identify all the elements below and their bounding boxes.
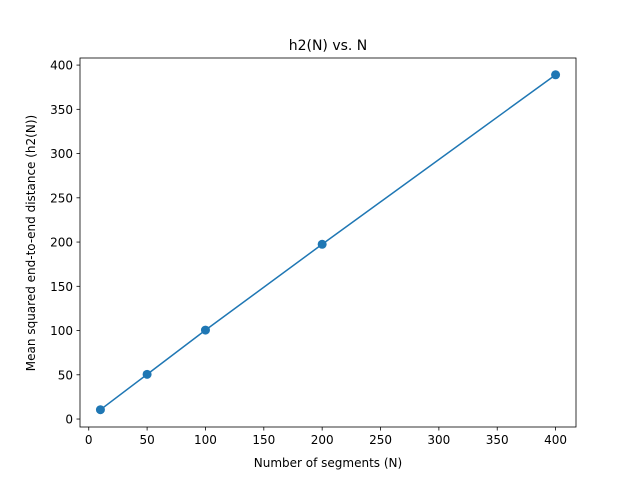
x-tick-label: 300: [427, 433, 450, 447]
x-tick-label: 350: [486, 433, 509, 447]
x-tick-label: 100: [194, 433, 217, 447]
y-tick-label: 150: [50, 280, 73, 294]
x-axis-label: Number of segments (N): [254, 456, 402, 470]
y-tick-label: 350: [50, 103, 73, 117]
y-tick-label: 250: [50, 191, 73, 205]
x-tick-label: 200: [311, 433, 334, 447]
y-axis-label: Mean squared end-to-end distance (h2(N)): [24, 115, 38, 371]
chart-title: h2(N) vs. N: [289, 38, 368, 54]
x-tick-label: 50: [139, 433, 154, 447]
y-tick-label: 50: [58, 368, 73, 382]
data-point: [142, 369, 152, 379]
x-tick-label: 250: [369, 433, 392, 447]
y-tick-label: 300: [50, 147, 73, 161]
axes: 0 50 100 150 200 250 300 350 400 0 50 100 150 200 250 3…: [50, 57, 577, 447]
y-tick-label: 400: [50, 59, 73, 73]
data-point: [95, 405, 105, 415]
axes-frame: [79, 57, 577, 428]
data-point: [317, 239, 327, 249]
data-point: [551, 70, 561, 80]
y-tick-label: 200: [50, 236, 73, 250]
data-point: [200, 325, 210, 335]
x-tick-label: 400: [544, 433, 567, 447]
x-tick-label: 0: [85, 433, 93, 447]
x-tick-label: 150: [252, 433, 275, 447]
plot-area: [95, 70, 561, 415]
y-tick-label: 0: [65, 413, 73, 427]
y-tick-label: 100: [50, 324, 73, 338]
